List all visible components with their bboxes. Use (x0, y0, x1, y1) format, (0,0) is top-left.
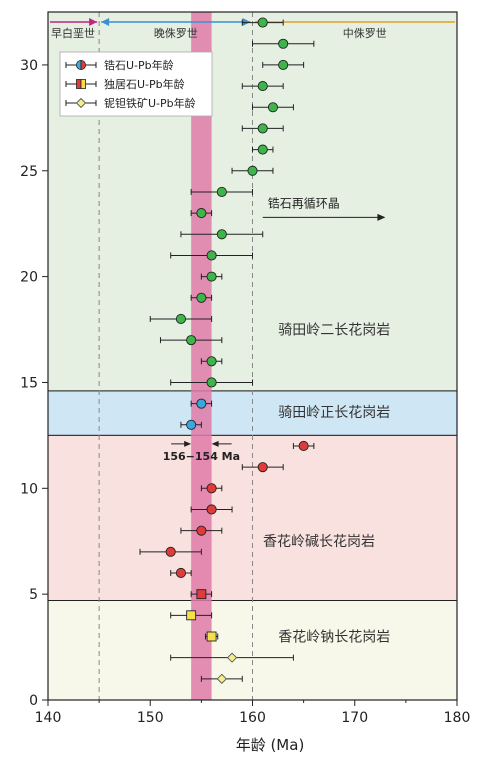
zone-label-0: 骑田岭二长花岗岩 (278, 323, 390, 339)
legend-label-1: 独居石U-Pb年龄 (104, 77, 185, 91)
data-point-zircon_blue-0 (196, 398, 207, 409)
data-point-zircon_green-4 (267, 102, 279, 113)
band-arrowhead-right (211, 440, 219, 447)
data-point-zircon_green-3 (257, 81, 268, 92)
data-point-monazite_yellow-1 (206, 631, 217, 642)
data-point-zircon_green-9 (196, 208, 207, 219)
age-band (191, 12, 212, 700)
y-tick-label-4: 20 (20, 270, 38, 286)
y-tick-label-3: 15 (20, 375, 38, 391)
recycled-zircon-label: 锆石再循环晶 (268, 196, 340, 210)
epoch-arrowhead-right-0 (89, 18, 98, 26)
data-point-zircon_green-8 (216, 186, 227, 197)
data-point-zircon_red-3 (206, 504, 217, 515)
x-tick-label-4: 180 (444, 710, 471, 726)
data-point-zircon_red-4 (196, 525, 207, 536)
zone-label-1: 骑田岭正长花岗岩 (278, 405, 390, 421)
data-point-zircon_green-2 (278, 59, 289, 70)
data-point-zircon_green-16 (206, 356, 217, 367)
data-point-zircon_green-15 (186, 335, 197, 346)
y-tick-label-5: 25 (20, 164, 38, 180)
legend-label-0: 锆石U-Pb年龄 (104, 58, 174, 72)
data-point-zircon_green-12 (206, 271, 217, 282)
y-tick-label-6: 30 (20, 58, 38, 74)
epoch-boundaries (98, 12, 253, 700)
data-point-zircon_green-14 (175, 313, 186, 325)
data-point-zircon_green-6 (257, 144, 268, 155)
band-arrowhead-left (184, 440, 192, 447)
legend-marker-left-1 (76, 79, 82, 89)
epoch-label-2: 中侏罗世 (343, 27, 387, 40)
legend-marker-right-0 (80, 59, 86, 71)
y-tick-label-1: 5 (29, 587, 38, 603)
x-tick-label-0: 140 (35, 710, 62, 726)
band-label: 156−154 Ma (163, 450, 240, 463)
data-point-zircon_red-2 (206, 483, 217, 494)
data-point-zircon_red-0 (298, 440, 309, 452)
epoch-arrowhead-left-1 (101, 18, 110, 26)
data-point-zircon_red-5 (165, 546, 176, 557)
x-axis-label: 年龄 (Ma) (236, 736, 305, 754)
recycled-zircon-arrowhead (377, 213, 386, 221)
legend-label-2: 铌钽铁矿U-Pb年龄 (104, 96, 196, 110)
x-tick-label-2: 160 (239, 710, 266, 726)
data-point-zircon_green-1 (278, 38, 289, 49)
data-point-zircon_green-7 (247, 165, 258, 176)
data-point-zircon_red-6 (175, 567, 186, 579)
age-band-rect (191, 12, 212, 700)
y-tick-label-2: 10 (20, 481, 38, 497)
data-point-monazite_red-0 (196, 589, 207, 600)
data-point-zircon_green-11 (206, 250, 217, 261)
annotations: 锆石再循环晶 156−154 Ma (163, 196, 386, 463)
data-point-zircon_green-5 (257, 123, 268, 134)
data-point-monazite_yellow-0 (186, 610, 197, 621)
epoch-label-1: 晚侏罗世 (154, 27, 198, 40)
axes: 140 150 160 170 180 0 5 10 15 20 25 30 (20, 11, 471, 726)
x-tick-label-1: 150 (137, 710, 164, 726)
epoch-arrowhead-right-1 (242, 18, 251, 26)
epoch-header: 早白垩世 晚侏罗世 中侏罗世 (50, 18, 455, 40)
data-point-zircon_red-1 (257, 462, 268, 473)
zone-label-2: 香花岭碱长花岗岩 (263, 534, 375, 550)
legend-marker-right-1 (80, 79, 86, 89)
epoch-label-0: 早白垩世 (51, 26, 95, 40)
data-point-zircon_green-17 (206, 377, 217, 388)
data-point-columbite-1 (216, 673, 227, 684)
data-point-columbite-0 (226, 652, 238, 663)
data-points (139, 17, 315, 684)
data-point-zircon_green-0 (257, 17, 268, 28)
data-point-zircon_green-13 (196, 292, 207, 303)
zone-label-3: 香花岭钠长花岗岩 (278, 629, 390, 645)
data-point-zircon_blue-1 (186, 419, 197, 430)
legend-marker-2 (75, 97, 87, 109)
y-tick-label-0: 0 (29, 693, 38, 709)
x-tick-label-3: 170 (341, 710, 368, 726)
data-point-zircon_green-10 (216, 229, 227, 240)
